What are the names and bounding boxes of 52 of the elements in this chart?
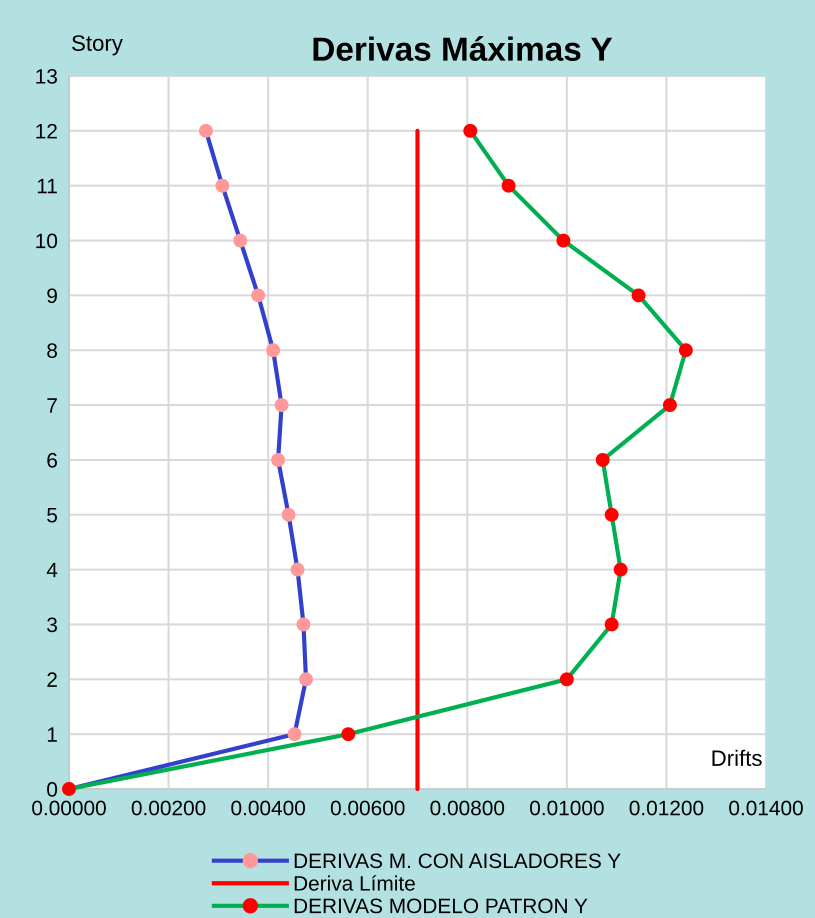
point bbox=[604, 618, 619, 632]
y-tick-label: 0 bbox=[47, 782, 58, 797]
point bbox=[233, 234, 248, 248]
y-axis-title: Story bbox=[72, 35, 123, 56]
legend-label: DERIVAS MODELO PATRON Y bbox=[294, 898, 588, 914]
x-tick-label: 0.00000 bbox=[32, 800, 106, 816]
point bbox=[502, 178, 516, 193]
point bbox=[274, 398, 289, 412]
point bbox=[678, 343, 693, 358]
point bbox=[215, 178, 230, 193]
point bbox=[632, 288, 646, 302]
y-tick-label: 4 bbox=[46, 562, 58, 578]
y-tick-label: 11 bbox=[38, 178, 57, 194]
point bbox=[341, 727, 356, 742]
x-tick-label: 0.01000 bbox=[530, 800, 604, 816]
point bbox=[296, 618, 310, 632]
y-tick-label: 6 bbox=[47, 452, 57, 468]
y-tick-label: 2 bbox=[47, 672, 57, 687]
point bbox=[266, 343, 280, 358]
x-tick-label: 0.01200 bbox=[630, 800, 704, 816]
y-tick-label: 8 bbox=[47, 343, 57, 358]
x-tick-label: 0.00600 bbox=[330, 800, 405, 816]
point bbox=[463, 124, 478, 138]
y-tick-label: 13 bbox=[36, 69, 57, 84]
x-tick-label: 0.00400 bbox=[231, 800, 305, 816]
point bbox=[271, 452, 286, 467]
chart-title: Derivas Máximas Y bbox=[314, 36, 612, 61]
point bbox=[596, 452, 610, 467]
y-tick-label: 9 bbox=[47, 288, 57, 304]
point bbox=[198, 124, 213, 138]
y-tick-label: 1 bbox=[48, 727, 57, 742]
point bbox=[290, 562, 304, 577]
point bbox=[556, 234, 570, 248]
point bbox=[614, 562, 628, 577]
point bbox=[299, 672, 313, 686]
point bbox=[604, 508, 619, 522]
legend-label: Deriva Límite bbox=[294, 875, 415, 891]
x-tick-label: 0.00800 bbox=[430, 800, 504, 816]
legend-label: DERIVAS M. CON AISLADORES Y bbox=[294, 853, 621, 868]
y-tick-label: 12 bbox=[36, 124, 57, 138]
y-tick-label: 3 bbox=[47, 617, 57, 632]
point bbox=[560, 672, 574, 686]
point bbox=[251, 288, 266, 302]
y-tick-label: 10 bbox=[36, 234, 58, 248]
x-tick-label: 0.00200 bbox=[132, 800, 206, 816]
y-tick-label: 5 bbox=[47, 508, 58, 523]
point bbox=[288, 727, 302, 742]
x-axis-title: Drifts bbox=[712, 750, 762, 766]
point bbox=[662, 398, 677, 412]
y-tick-label: 7 bbox=[47, 398, 57, 413]
point bbox=[282, 508, 296, 522]
x-tick-label: 0.01400 bbox=[729, 800, 803, 816]
